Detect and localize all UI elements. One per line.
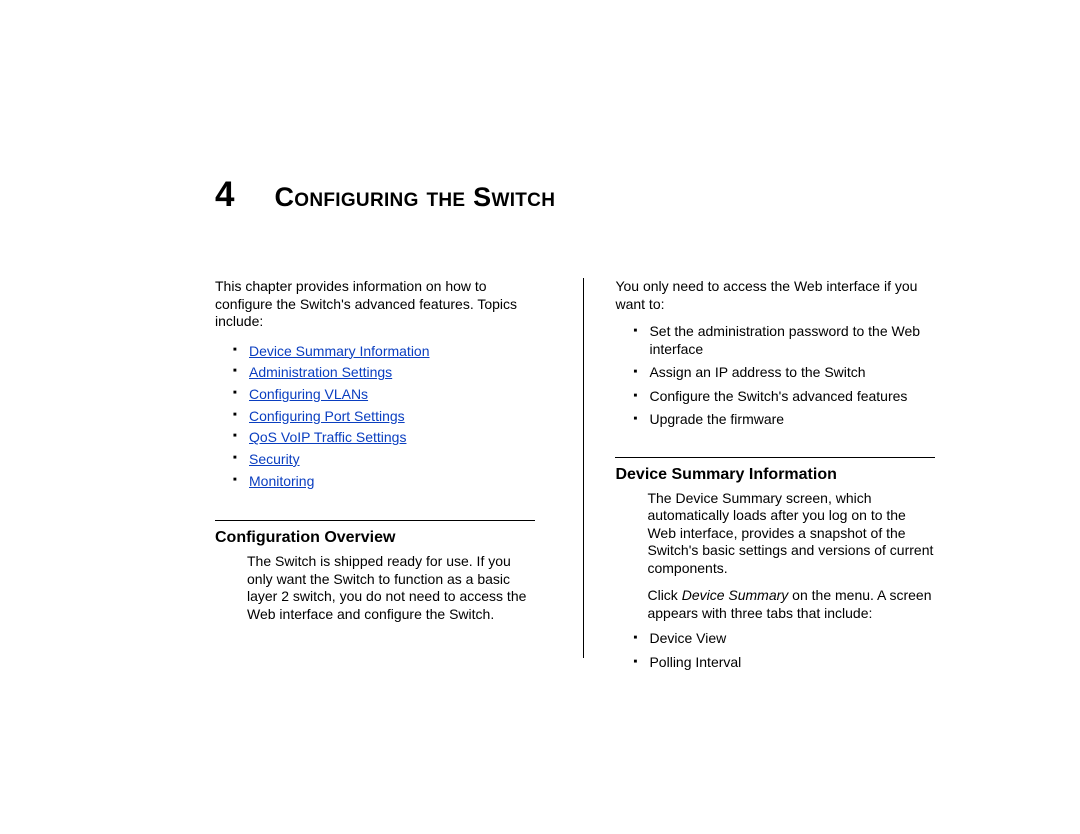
chapter-title: Configuring the Switch	[274, 182, 555, 213]
column-divider	[583, 278, 584, 658]
toc-item: Configuring Port Settings	[233, 406, 535, 428]
need-item: Upgrade the firmware	[633, 411, 935, 429]
toc-item: Device Summary Information	[233, 341, 535, 363]
need-item: Set the administration password to the W…	[633, 323, 935, 358]
toc-item: QoS VoIP Traffic Settings	[233, 427, 535, 449]
toc-item: Configuring VLANs	[233, 384, 535, 406]
toc-link-device-summary[interactable]: Device Summary Information	[249, 343, 430, 359]
toc-link-admin-settings[interactable]: Administration Settings	[249, 364, 392, 380]
device-summary-body: The Device Summary screen, which automat…	[615, 490, 935, 578]
toc-link-qos[interactable]: QoS VoIP Traffic Settings	[249, 429, 406, 445]
document-page: 4 Configuring the Switch This chapter pr…	[0, 0, 1080, 834]
toc-link-security[interactable]: Security	[249, 451, 300, 467]
toc-link-vlans[interactable]: Configuring VLANs	[249, 386, 368, 402]
right-column: You only need to access the Web interfac…	[615, 278, 935, 679]
section-heading-device-summary: Device Summary Information	[615, 466, 935, 484]
section-heading-config-overview: Configuration Overview	[215, 529, 535, 547]
topics-list: Device Summary Information Administratio…	[215, 341, 535, 493]
click-italic: Device Summary	[682, 587, 789, 603]
content-columns: This chapter provides information on how…	[215, 278, 935, 679]
intro-paragraph: This chapter provides information on how…	[215, 278, 535, 331]
chapter-number: 4	[215, 175, 234, 215]
config-overview-body: The Switch is shipped ready for use. If …	[215, 553, 535, 623]
chapter-header: 4 Configuring the Switch	[215, 175, 555, 215]
need-list: Set the administration password to the W…	[615, 323, 935, 429]
toc-item: Administration Settings	[233, 362, 535, 384]
section-divider	[215, 520, 535, 521]
tab-item: Device View	[633, 630, 935, 648]
toc-item: Monitoring	[233, 471, 535, 493]
toc-item: Security	[233, 449, 535, 471]
tab-item: Polling Interval	[633, 654, 935, 672]
click-prefix: Click	[647, 587, 681, 603]
click-instruction: Click Device Summary on the menu. A scre…	[615, 587, 935, 622]
tabs-list: Device View Polling Interval	[615, 630, 935, 671]
need-intro: You only need to access the Web interfac…	[615, 278, 935, 313]
toc-link-monitoring[interactable]: Monitoring	[249, 473, 314, 489]
left-column: This chapter provides information on how…	[215, 278, 535, 679]
section-divider	[615, 457, 935, 458]
need-item: Assign an IP address to the Switch	[633, 364, 935, 382]
need-item: Configure the Switch's advanced features	[633, 388, 935, 406]
toc-link-port-settings[interactable]: Configuring Port Settings	[249, 408, 405, 424]
